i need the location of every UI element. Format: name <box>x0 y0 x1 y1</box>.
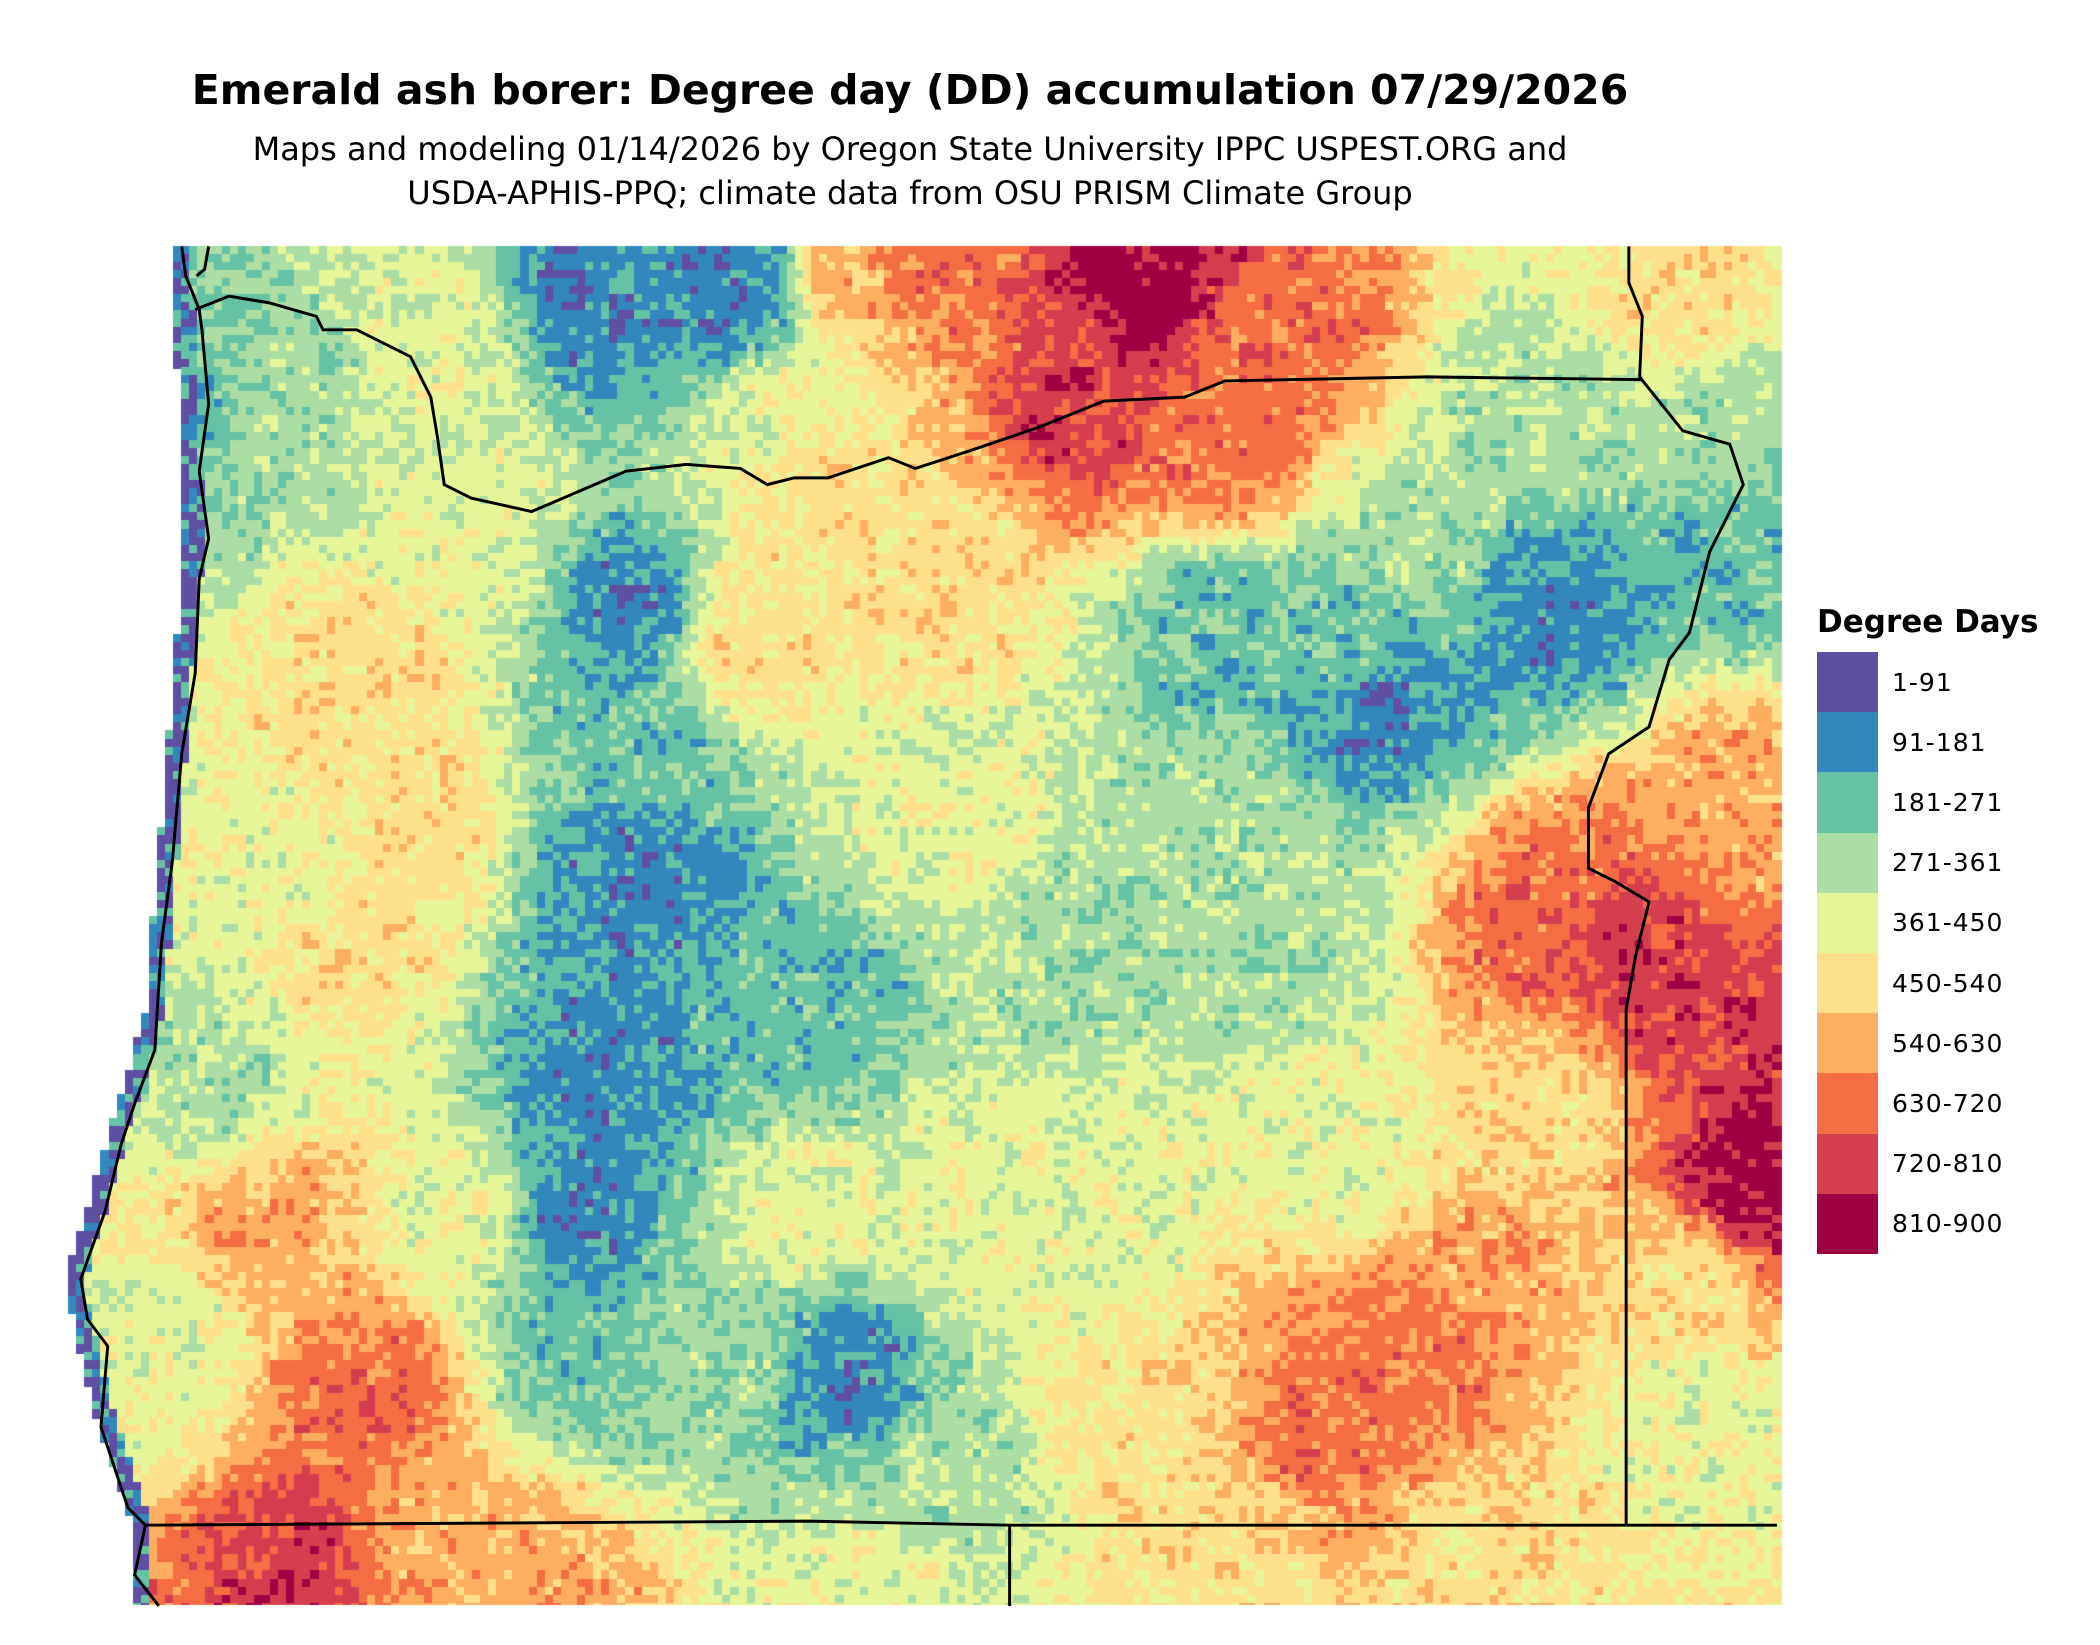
legend-item: 361-450 <box>1817 892 2038 953</box>
degree-day-raster-map <box>0 240 2100 1645</box>
map-subtitle-line2: USDA-APHIS-PPQ; climate data from OSU PR… <box>407 174 1413 212</box>
legend-swatch <box>1817 832 1878 893</box>
legend-item: 630-720 <box>1817 1073 2038 1134</box>
legend-swatch <box>1817 892 1878 953</box>
legend-label: 630-720 <box>1892 1088 2004 1118</box>
legend-swatch <box>1817 1133 1878 1194</box>
legend: Degree Days 1-91 91-181 181-271 271-361 361-… <box>1817 604 2038 1254</box>
legend-label: 181-271 <box>1892 787 2004 817</box>
legend-item: 540-630 <box>1817 1013 2038 1074</box>
legend-item: 181-271 <box>1817 772 2038 833</box>
legend-label: 540-630 <box>1892 1028 2004 1058</box>
legend-swatch <box>1817 1073 1878 1134</box>
legend-item: 450-540 <box>1817 952 2038 1014</box>
legend-title: Degree Days <box>1817 604 2039 640</box>
legend-label: 810-900 <box>1892 1209 2004 1239</box>
california-nevada-border <box>145 1519 1777 1527</box>
legend-label: 91-181 <box>1892 727 1987 757</box>
washington-coast-line <box>195 246 211 278</box>
map-title: Emerald ash borer: Degree day (DD) accum… <box>191 66 1629 114</box>
legend-label: 1-91 <box>1892 667 1953 697</box>
legend-item: 810-900 <box>1817 1193 2038 1254</box>
legend-item: 1-91 <box>1817 652 2038 713</box>
legend-swatch <box>1817 1013 1878 1074</box>
legend-label: 271-361 <box>1892 848 2004 878</box>
coastline <box>79 246 211 1607</box>
legend-swatch <box>1817 1193 1878 1254</box>
columbia-river-washington-border <box>194 294 1643 514</box>
legend-label: 720-810 <box>1892 1149 2004 1179</box>
legend-swatch <box>1817 952 1878 1014</box>
legend-swatch <box>1817 712 1878 773</box>
legend-item: 720-810 <box>1817 1133 2038 1194</box>
state-borders <box>79 246 1777 1607</box>
legend-item: 271-361 <box>1817 832 2038 893</box>
legend-swatch <box>1817 652 1878 713</box>
idaho-border <box>1586 246 1745 1526</box>
map-subtitle-line1: Maps and modeling 01/14/2026 by Oregon S… <box>252 130 1568 168</box>
legend-swatch <box>1817 772 1878 833</box>
legend-label: 361-450 <box>1892 908 2004 938</box>
legend-item: 91-181 <box>1817 712 2038 773</box>
legend-label: 450-540 <box>1892 968 2004 998</box>
